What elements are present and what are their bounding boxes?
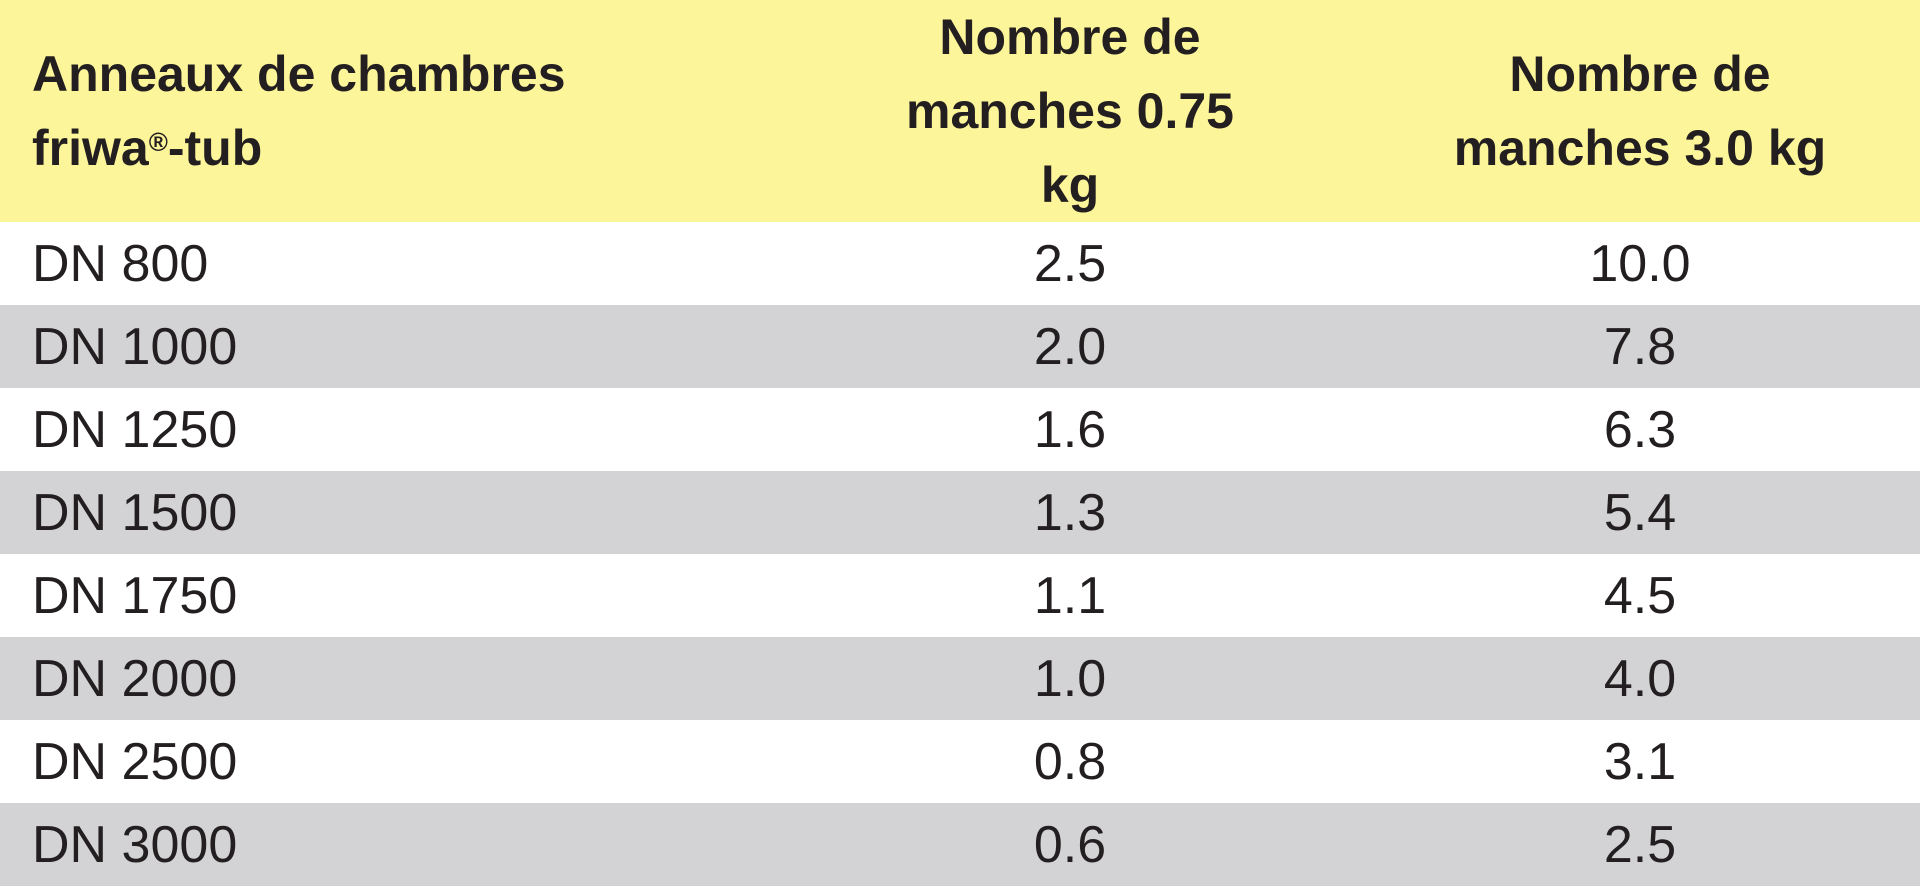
registered-mark: ®: [148, 127, 168, 157]
cell-sleeves-30: 7.8: [1603, 317, 1677, 376]
cell-sleeves-30: 4.0: [1603, 649, 1677, 708]
table-row: DN 2000 1.0 4.0: [0, 637, 1920, 720]
cell-sleeves-075: 1.6: [1033, 400, 1107, 459]
cell-sleeves-075: 1.0: [1033, 649, 1107, 708]
cell-sleeves-30: 4.5: [1603, 566, 1677, 625]
cell-sleeves-075: 2.5: [1033, 234, 1107, 293]
cell-sleeves-30: 6.3: [1603, 400, 1677, 459]
header-sleeves-075: Nombre de manches 0.75 kg: [906, 9, 1234, 213]
cell-sleeves-30: 3.1: [1603, 732, 1677, 791]
cell-chamber-ring: DN 2500: [32, 732, 238, 791]
cell-chamber-ring: DN 2000: [32, 649, 238, 708]
cell-sleeves-30: 10.0: [1589, 234, 1691, 293]
table-row: DN 1750 1.1 4.5: [0, 554, 1920, 637]
table-row: DN 3000 0.6 2.5: [0, 803, 1920, 886]
cell-sleeves-30: 5.4: [1603, 483, 1677, 542]
header-text: Anneaux de chambres: [32, 46, 566, 102]
brand-name: friwa: [32, 120, 149, 176]
header-chamber-rings: Anneaux de chambres friwa®-tub: [0, 0, 780, 222]
table-row: DN 1500 1.3 5.4: [0, 471, 1920, 554]
table-row: DN 1000 2.0 7.8: [0, 305, 1920, 388]
header-sleeves-30: Nombre de manches 3.0 kg: [1453, 46, 1827, 176]
cell-sleeves-075: 0.8: [1033, 732, 1107, 791]
cell-chamber-ring: DN 3000: [32, 815, 238, 874]
cell-chamber-ring: DN 1000: [32, 317, 238, 376]
cell-sleeves-075: 1.3: [1033, 483, 1107, 542]
cell-chamber-ring: DN 1750: [32, 566, 238, 625]
brand-suffix: -tub: [167, 120, 263, 176]
table-row: DN 1250 1.6 6.3: [0, 388, 1920, 471]
cell-chamber-ring: DN 1250: [32, 400, 238, 459]
cell-chamber-ring: DN 1500: [32, 483, 238, 542]
cell-chamber-ring: DN 800: [32, 234, 209, 293]
cell-sleeves-075: 1.1: [1033, 566, 1107, 625]
cell-sleeves-30: 2.5: [1603, 815, 1677, 874]
table-row: DN 2500 0.8 3.1: [0, 720, 1920, 803]
cell-sleeves-075: 0.6: [1033, 815, 1107, 874]
table-row: DN 800 2.5 10.0: [0, 222, 1920, 305]
header-row: Anneaux de chambres friwa®-tub Nombre de…: [0, 0, 1920, 222]
cell-sleeves-075: 2.0: [1033, 317, 1107, 376]
